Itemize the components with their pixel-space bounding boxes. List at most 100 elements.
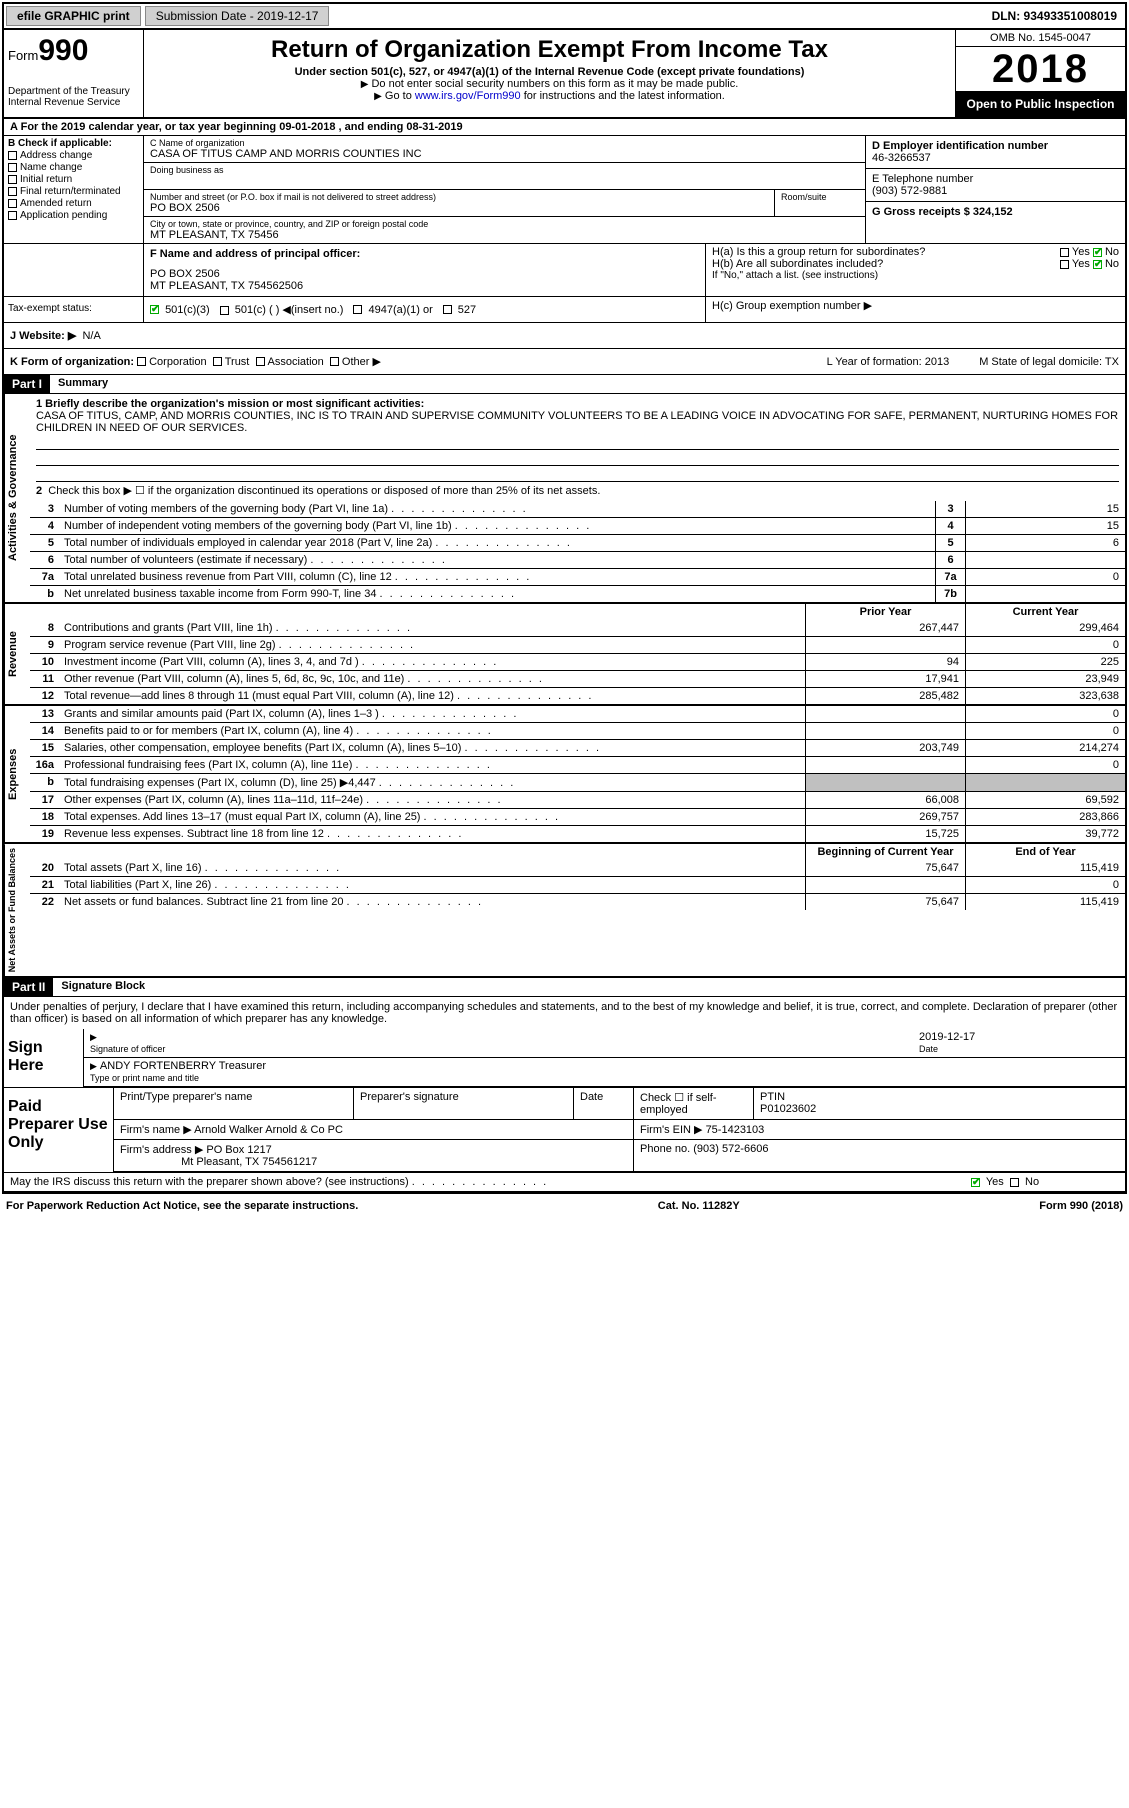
sign-here-block: Sign Here Signature of officer 2019-12-1…	[4, 1029, 1125, 1088]
chk-trust[interactable]	[213, 357, 222, 366]
table-row: 12Total revenue—add lines 8 through 11 (…	[30, 687, 1125, 704]
prior-year-hdr: Prior Year	[805, 604, 965, 620]
part2-badge: Part II	[4, 978, 53, 996]
table-row: 22Net assets or fund balances. Subtract …	[30, 893, 1125, 910]
state-domicile: M State of legal domicile: TX	[979, 356, 1119, 368]
mission-text: CASA OF TITUS, CAMP, AND MORRIS COUNTIES…	[36, 410, 1119, 434]
table-row: 20Total assets (Part X, line 16) 75,6471…	[30, 860, 1125, 876]
part1-badge: Part I	[4, 375, 50, 393]
signature-declaration: Under penalties of perjury, I declare th…	[4, 997, 1125, 1029]
officer-name: ANDY FORTENBERRY Treasurer	[100, 1060, 266, 1072]
chk-app-pending[interactable]: Application pending	[8, 210, 139, 221]
chk-final-return[interactable]: Final return/terminated	[8, 186, 139, 197]
phone-value: (903) 572-9881	[872, 185, 1119, 197]
mission-block: 1 Briefly describe the organization's mi…	[30, 394, 1125, 501]
expenses-section: Expenses 13Grants and similar amounts pa…	[4, 706, 1125, 844]
identification-row: B Check if applicable: Address change Na…	[4, 136, 1125, 244]
table-row: 17Other expenses (Part IX, column (A), l…	[30, 791, 1125, 808]
box-d-e-g: D Employer identification number 46-3266…	[865, 136, 1125, 243]
chk-other[interactable]	[330, 357, 339, 366]
tax-period: A For the 2019 calendar year, or tax yea…	[4, 119, 1125, 136]
prep-sig-label: Preparer's signature	[360, 1091, 459, 1103]
form-title: Return of Organization Exempt From Incom…	[148, 36, 951, 64]
org-city: MT PLEASANT, TX 75456	[150, 229, 859, 241]
officer-name-label: Type or print name and title	[90, 1073, 199, 1083]
chk-name-change[interactable]: Name change	[8, 162, 139, 173]
end-year-hdr: End of Year	[965, 844, 1125, 860]
discuss-yes[interactable]: ✔	[971, 1178, 980, 1187]
officer-addr1: PO BOX 2506	[150, 268, 699, 280]
chk-corp[interactable]	[137, 357, 146, 366]
box-c: C Name of organization CASA OF TITUS CAM…	[144, 136, 865, 243]
table-row: 16aProfessional fundraising fees (Part I…	[30, 756, 1125, 773]
hb-label: H(b) Are all subordinates included?	[712, 258, 883, 270]
part2-header: Part II Signature Block	[4, 978, 1125, 997]
firm-addr2: Mt Pleasant, TX 754561217	[181, 1156, 317, 1168]
table-row: 4Number of independent voting members of…	[30, 517, 1125, 534]
irs-link[interactable]: www.irs.gov/Form990	[415, 90, 521, 102]
firm-addr1: PO Box 1217	[206, 1144, 271, 1156]
chk-initial-return[interactable]: Initial return	[8, 174, 139, 185]
firm-addr-label: Firm's address ▶	[120, 1144, 203, 1156]
tax-year: 2018	[956, 47, 1125, 91]
sig-date-label: Date	[919, 1044, 938, 1054]
chk-amended[interactable]: Amended return	[8, 198, 139, 209]
table-row: 21Total liabilities (Part X, line 26) 0	[30, 876, 1125, 893]
chk-501c3[interactable]: ✔	[150, 305, 159, 314]
vtab-revenue: Revenue	[4, 604, 30, 704]
vtab-netassets: Net Assets or Fund Balances	[4, 844, 30, 976]
table-row: 11Other revenue (Part VIII, column (A), …	[30, 670, 1125, 687]
hc-label: H(c) Group exemption number ▶	[705, 297, 1125, 322]
website-row: J Website: ▶ N/A	[4, 323, 1125, 349]
firm-phone: (903) 572-6606	[693, 1143, 768, 1155]
subtitle-3-post: for instructions and the latest informat…	[521, 90, 725, 102]
submission-date: Submission Date - 2019-12-17	[145, 6, 330, 26]
table-row: bTotal fundraising expenses (Part IX, co…	[30, 773, 1125, 791]
city-label: City or town, state or province, country…	[150, 219, 859, 229]
table-row: 13Grants and similar amounts paid (Part …	[30, 706, 1125, 722]
chk-527[interactable]	[443, 305, 452, 314]
chk-4947[interactable]	[353, 305, 362, 314]
box-f-label: F Name and address of principal officer:	[150, 248, 699, 260]
chk-address-change[interactable]: Address change	[8, 150, 139, 161]
ha-label: H(a) Is this a group return for subordin…	[712, 246, 925, 258]
current-year-hdr: Current Year	[965, 604, 1125, 620]
q1-label: 1 Briefly describe the organization's mi…	[36, 398, 1119, 410]
subtitle-2: Do not enter social security numbers on …	[371, 78, 738, 90]
discuss-no[interactable]	[1010, 1178, 1019, 1187]
footer-mid: Cat. No. 11282Y	[658, 1200, 740, 1212]
phone-label: E Telephone number	[872, 173, 1119, 185]
footer-right: Form 990 (2018)	[1039, 1200, 1123, 1212]
chk-assoc[interactable]	[256, 357, 265, 366]
form-label: Form	[8, 48, 38, 63]
table-row: 18Total expenses. Add lines 13–17 (must …	[30, 808, 1125, 825]
dln-number: DLN: 93493351008019	[984, 7, 1125, 25]
discuss-row: May the IRS discuss this return with the…	[4, 1172, 1125, 1192]
form-number: 990	[38, 34, 88, 67]
self-emp-label: Check ☐ if self-employed	[640, 1092, 717, 1116]
table-row: 15Salaries, other compensation, employee…	[30, 739, 1125, 756]
firm-ein: 75-1423103	[706, 1124, 765, 1136]
ein-label: D Employer identification number	[872, 140, 1119, 152]
ptin-value: P01023602	[760, 1103, 816, 1115]
website-label: J Website: ▶	[10, 329, 76, 342]
firm-name: Arnold Walker Arnold & Co PC	[194, 1124, 343, 1136]
form-header: Form990 Department of the Treasury Inter…	[4, 30, 1125, 119]
page-footer: For Paperwork Reduction Act Notice, see …	[0, 1196, 1129, 1216]
chk-501c[interactable]	[220, 306, 229, 315]
tax-status-label: Tax-exempt status:	[4, 297, 144, 322]
hb-note: If "No," attach a list. (see instruction…	[712, 270, 1119, 281]
summary-section: Activities & Governance 1 Briefly descri…	[4, 394, 1125, 604]
efile-print-button[interactable]: efile GRAPHIC print	[6, 6, 141, 26]
beg-year-hdr: Beginning of Current Year	[805, 844, 965, 860]
org-address: PO BOX 2506	[150, 202, 768, 214]
sign-here-label: Sign Here	[4, 1029, 84, 1087]
firm-phone-label: Phone no.	[640, 1143, 690, 1155]
form-990-page: efile GRAPHIC print Submission Date - 20…	[2, 2, 1127, 1194]
kform-label: K Form of organization:	[10, 356, 134, 368]
box-b: B Check if applicable: Address change Na…	[4, 136, 144, 243]
box-h: H(a) Is this a group return for subordin…	[705, 244, 1125, 296]
part1-header: Part I Summary	[4, 375, 1125, 394]
room-label: Room/suite	[781, 192, 859, 202]
officer-group-row: F Name and address of principal officer:…	[4, 244, 1125, 297]
